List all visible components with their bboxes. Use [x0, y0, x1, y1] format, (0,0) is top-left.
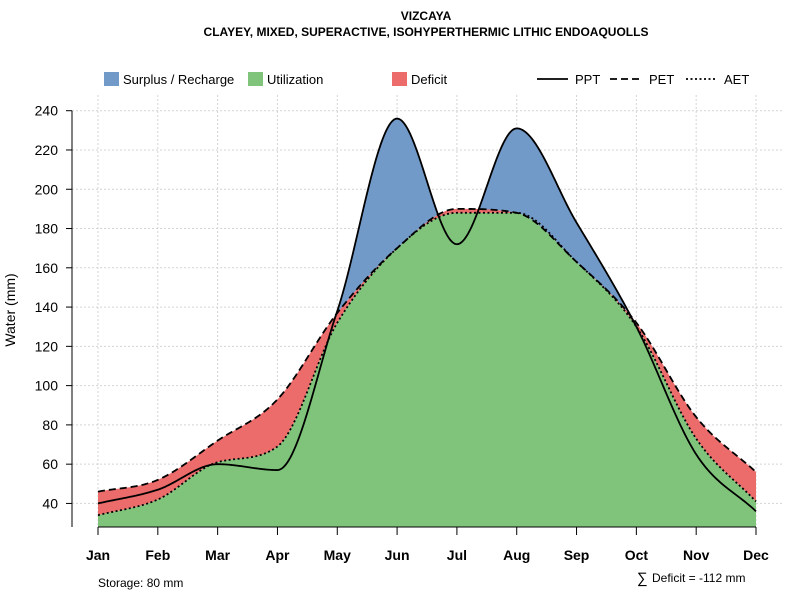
- deficit-area: [98, 208, 756, 516]
- y-tick-label: 140: [35, 299, 59, 315]
- x-tick-label: Jun: [385, 547, 410, 563]
- legend-label-utilization: Utilization: [267, 72, 323, 87]
- y-tick-label: 40: [42, 495, 58, 511]
- legend: Surplus / Recharge Utilization Deficit PPT P…: [104, 72, 749, 87]
- y-tick-label: 200: [35, 181, 59, 197]
- chart-subtitle: CLAYEY, MIXED, SUPERACTIVE, ISOHYPERTHER…: [204, 25, 649, 39]
- legend-label-surplus-recharge: Surplus / Recharge: [123, 72, 234, 87]
- y-tick-label: 80: [42, 417, 58, 433]
- utilization-area: [98, 212, 756, 527]
- legend-swatch-deficit: [392, 72, 407, 86]
- x-tick-label: Feb: [145, 547, 170, 563]
- y-tick-label: 60: [42, 456, 58, 472]
- y-tick-label: 100: [35, 378, 59, 394]
- x-tick-label: Nov: [683, 547, 710, 563]
- x-tick-label: May: [324, 547, 351, 563]
- x-tick-label: Aug: [503, 547, 530, 563]
- x-tick-label: Oct: [625, 547, 649, 563]
- y-axis-label: Water (mm): [2, 273, 18, 346]
- x-tick-label: Jul: [447, 547, 467, 563]
- deficit-total-label: Deficit = -112 mm: [652, 571, 745, 585]
- legend-label-ppt: PPT: [575, 72, 600, 87]
- x-tick-label: Dec: [743, 547, 769, 563]
- legend-label-pet: PET: [649, 72, 674, 87]
- x-tick-label: Apr: [265, 547, 290, 563]
- y-tick-label: 220: [35, 142, 59, 158]
- x-tick-label: Jan: [86, 547, 110, 563]
- y-tick-label: 120: [35, 338, 59, 354]
- chart-title: VIZCAYA: [401, 9, 452, 23]
- y-tick-label: 240: [35, 103, 59, 119]
- series-line-aet: [97, 211, 757, 517]
- x-tick-label: Mar: [205, 547, 230, 563]
- legend-label-deficit: Deficit: [411, 72, 448, 87]
- storage-label: Storage: 80 mm: [98, 576, 183, 590]
- series-lines: [97, 117, 757, 517]
- deficit-sum-symbol: ∑: [637, 570, 648, 587]
- y-tick-label: 160: [35, 260, 59, 276]
- y-tick-label: 180: [35, 221, 59, 237]
- legend-swatch-utilization: [248, 72, 263, 86]
- x-tick-label: Sep: [564, 547, 590, 563]
- legend-label-aet: AET: [724, 72, 749, 87]
- axes: 40 60 80 100 120 140 160 180 200 220 240 Jan Feb Mar A…: [35, 103, 769, 563]
- legend-swatch-surplus-recharge: [104, 72, 119, 86]
